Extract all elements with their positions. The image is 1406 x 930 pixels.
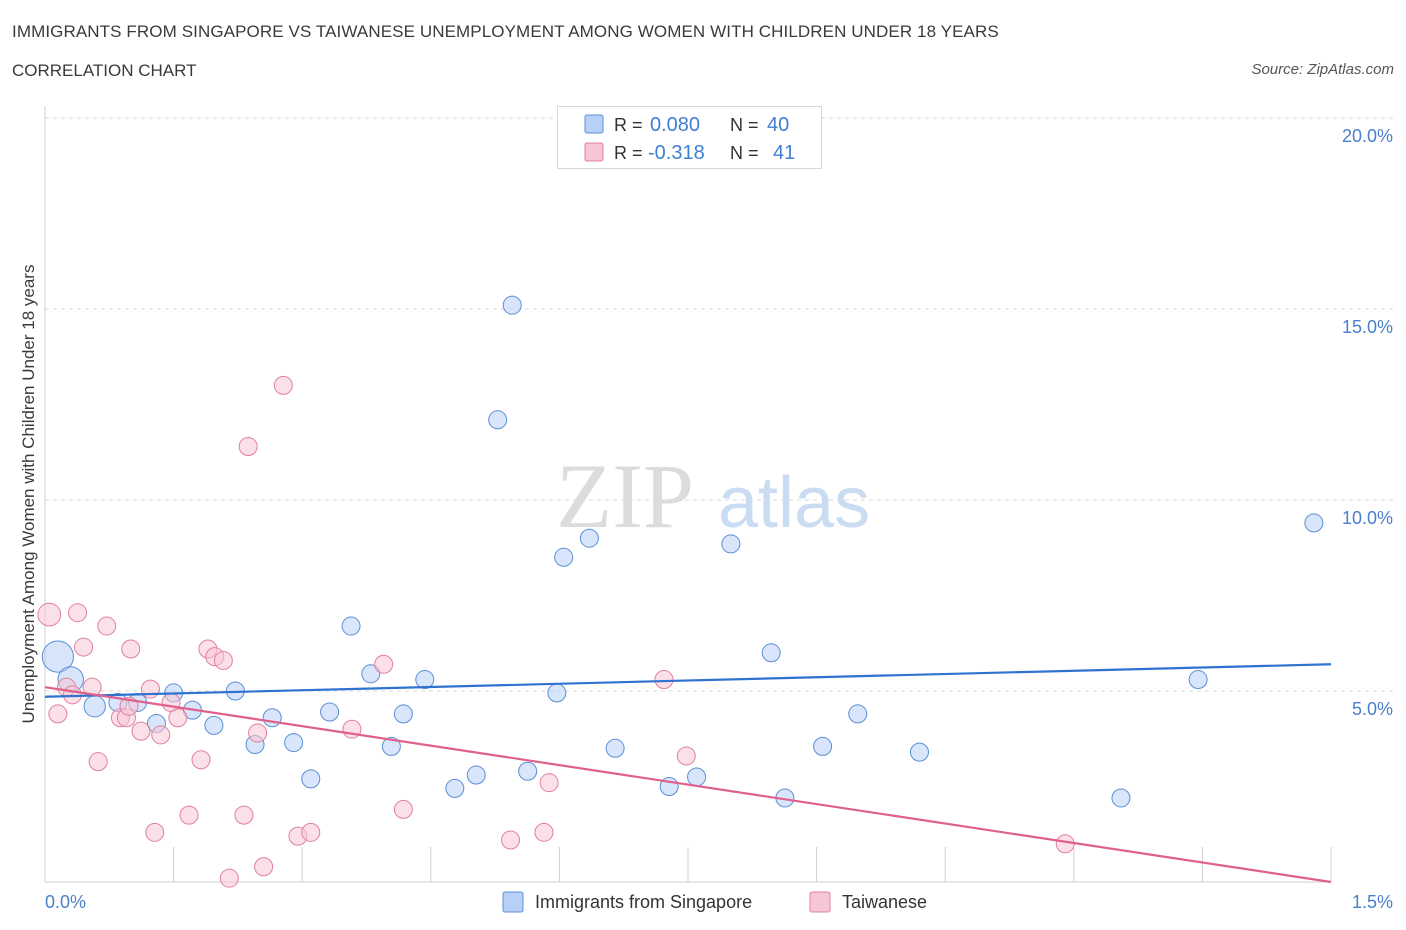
legend-r-value: -0.318 [648,142,705,164]
singapore-point [761,643,781,663]
taiwanese-point [254,857,274,877]
taiwanese-point [213,650,233,670]
singapore-point [605,738,625,758]
watermark-zip: ZIP [556,445,694,547]
y-axis-label: Unemployment Among Women with Children U… [19,265,38,724]
taiwanese-point [140,679,160,699]
taiwanese-point [676,746,696,766]
singapore-point [502,295,522,315]
singapore-trend-line [44,663,1332,698]
singapore-point [687,767,707,787]
taiwanese-point [68,603,88,623]
legend-swatch-blue [584,114,604,134]
legend-n-value: 40 [767,114,789,136]
taiwanese-point [393,799,413,819]
singapore-point [488,410,508,430]
y-tick-label: 15.0% [1342,317,1393,337]
source-label: Source: ZipAtlas.com [1251,61,1394,78]
legend-n-label: N = [730,143,759,163]
y-tick-labels: 5.0% 10.0% 15.0% 20.0% [1342,126,1393,719]
singapore-point [262,708,282,728]
taiwanese-point [301,822,321,842]
taiwanese-point [168,708,188,728]
singapore-point [415,670,435,690]
legend-swatch-pink [584,142,604,162]
y-tick-label: 10.0% [1342,508,1393,528]
taiwanese-point [374,654,394,674]
singapore-point [301,769,321,789]
taiwanese-point [273,375,293,395]
singapore-point [518,761,538,781]
chart-title: IMMIGRANTS FROM SINGAPORE VS TAIWANESE U… [12,22,999,41]
legend-r-value: 0.080 [650,114,700,136]
singapore-point [83,695,106,718]
y-tick-label: 20.0% [1342,126,1393,146]
grid-lines [45,117,1395,692]
legend-taiwanese-swatch [809,891,831,913]
taiwanese-point [131,721,151,741]
singapore-point [466,765,486,785]
singapore-point [361,664,381,684]
singapore-point [554,547,574,567]
singapore-point [813,736,833,756]
axes [44,106,1332,883]
series-legend: Immigrants from Singapore Taiwanese [0,889,1406,915]
taiwanese-point [119,696,139,716]
taiwanese-point [97,616,117,636]
chart-subtitle: CORRELATION CHART [12,61,197,80]
singapore-point [284,733,304,753]
stats-legend: R = 0.080 N = 40 R = -0.318 N = 41 [557,106,822,169]
taiwanese-point [145,822,165,842]
watermark-atlas: atlas [718,463,870,543]
legend-r-label: R = [614,115,643,135]
taiwanese-point [48,704,68,724]
taiwanese-point [88,752,108,772]
legend-singapore-swatch [502,891,524,913]
taiwanese-point [534,822,554,842]
legend-singapore-label: Immigrants from Singapore [535,892,752,912]
singapore-point [579,528,599,548]
taiwanese-point [191,750,211,770]
legend-n-label: N = [730,115,759,135]
series-singapore-points [41,295,1324,808]
singapore-point [721,534,741,554]
singapore-point [547,683,567,703]
singapore-point [1188,670,1208,690]
taiwanese-point [74,637,94,657]
legend-n-value: 41 [773,142,795,164]
x-tick-labels: 0.0% 1.5% [45,892,1393,912]
taiwanese-point [238,437,258,457]
singapore-point [341,616,361,636]
singapore-point [204,715,224,735]
singapore-point [848,704,868,724]
taiwanese-trend-line [44,686,1332,884]
singapore-point [445,778,465,798]
x-tick-label: 0.0% [45,892,86,912]
x-tick-label: 1.5% [1352,892,1393,912]
taiwanese-point [234,805,254,825]
singapore-point [41,640,74,673]
singapore-point [393,704,413,724]
taiwanese-point [121,639,141,659]
legend-r-label: R = [614,143,643,163]
singapore-point [909,742,929,762]
singapore-point [381,736,401,756]
taiwanese-point [179,805,199,825]
singapore-point [1304,513,1324,533]
legend-taiwanese-label: Taiwanese [842,892,927,912]
series-taiwanese-points [37,375,1075,888]
taiwanese-point [219,868,239,888]
taiwanese-point [248,723,268,743]
singapore-point [1111,788,1131,808]
taiwanese-point [654,670,674,690]
taiwanese-point [151,725,171,745]
trend-lines [44,663,1332,884]
watermark: ZIP atlas [556,445,870,547]
taiwanese-point [539,773,559,793]
taiwanese-point [501,830,521,850]
y-tick-label: 5.0% [1352,699,1393,719]
singapore-point [320,702,340,722]
taiwanese-point [37,602,62,627]
